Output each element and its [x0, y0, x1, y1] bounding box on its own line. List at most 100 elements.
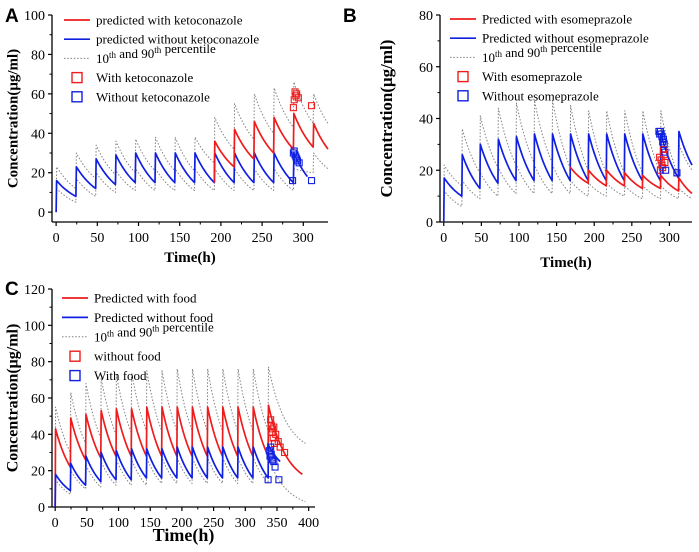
panel-a-legend-label-part: percentile [161, 41, 216, 56]
panel-c-x-tick-label: 350 [266, 516, 287, 531]
panel-a-x-tick-label: 250 [252, 231, 273, 246]
panel-a-legend-label: 10th and 90th percentile [96, 41, 216, 66]
panel-b-legend-label-part: th [540, 44, 548, 54]
panel-a-obs-with-ketoconazole-point [290, 96, 298, 104]
panel-c-obs-with-food-point [264, 476, 272, 484]
panel-b-y-axis-label: Concentration(μg/ml) [377, 40, 396, 198]
panel-c-legend-label-part: percentile [159, 319, 214, 334]
panel-b-obs-without-esomeprazole-point [659, 135, 667, 143]
panel-b-legend-label-part: th [495, 49, 503, 59]
panel-c-obs-without-food-point [272, 430, 280, 438]
panel-c-legend-label: 10th and 90th percentile [94, 319, 214, 344]
panel-c-legend-label: without food [94, 349, 161, 364]
panel-c-x-tick-label: 50 [80, 516, 94, 531]
panel-c-obs-without-food-point [270, 439, 278, 447]
panel-b-legend-label-part: percentile [547, 40, 602, 55]
panel-a-letter: A [5, 6, 19, 27]
panel-b-legend-label: Predicted with esomeprazole [482, 12, 632, 27]
panel-b-x-tick-label: 0 [440, 231, 447, 246]
panel-c-obs-with-food-point [275, 476, 283, 484]
panel-c: C 0 20 40 60 80 100 120 0 50 100 150 200 250 300 350 400… [5, 279, 319, 546]
panel-a-y-tick-label: 20 [31, 167, 45, 182]
panel-a-legend-label: Without ketoconazole [96, 89, 210, 104]
panel-a-x-tick-label: 0 [53, 231, 60, 246]
panel-a-obs-with-ketoconazole-point [289, 104, 297, 112]
panel-a-legend-label: predicted with ketoconazole [96, 13, 243, 28]
panel-c-obs-without-food-point [276, 443, 284, 451]
panel-b-legend-label: Predicted without esomeprazole [482, 31, 649, 46]
panel-a-x-tick-label: 50 [90, 231, 104, 246]
panel-b-y-tick-label: 60 [419, 61, 433, 76]
panel-b-legend-square-swatch [457, 70, 469, 83]
panel-c-y-tick-label: 20 [31, 465, 45, 480]
panel-c-y-tick-label: 0 [38, 501, 45, 516]
panel-a-legend-label-part: predicted without ketoconazole [96, 32, 259, 47]
panel-b-x-tick-label: 250 [621, 231, 642, 246]
panel-c-legend-label-part: th [152, 323, 160, 333]
panel-a-y-axis-label: Concentration(μg/ml) [5, 49, 21, 188]
panel-a-legend-label-part: predicted with ketoconazole [96, 13, 243, 28]
panel-a-legend-square-swatch [71, 71, 83, 84]
panel-a-series-10th-percentile [55, 152, 329, 213]
panel-c-letter: C [5, 279, 19, 300]
panel-b-x-tick-label: 100 [508, 231, 529, 246]
panel-b-x-axis-label: Time(h) [540, 255, 591, 271]
panel-c-y-tick-label: 60 [31, 392, 45, 407]
panel-b-obs-with-esomeprazole-point [661, 158, 669, 167]
panel-c-x-tick-label: 100 [108, 516, 129, 531]
panel-b-legend-label-part: 10 [482, 50, 495, 65]
panel-c-y-axis-label: Concentration(μg/ml) [5, 324, 22, 473]
panel-c-x-tick-label: 0 [52, 516, 59, 531]
panel-a-x-tick-label: 200 [210, 231, 231, 246]
panel-a-y-tick-label: 40 [31, 127, 45, 142]
panel-c-obs-without-food-point [270, 423, 278, 431]
panel-b-obs-without-esomeprazole-point [661, 148, 669, 156]
panel-a-obs-without-ketoconazole-point [295, 159, 303, 167]
panel-b-series-predicted-with-esomeprazole [569, 166, 693, 195]
panel-a-legend-label-part: th [154, 45, 162, 55]
panel-b-legend-square-swatch [457, 90, 469, 102]
panel-c-legend-label: Predicted without food [94, 310, 214, 325]
panel-b-series-90th-percentile [443, 99, 693, 223]
panel-c-x-tick-label: 300 [235, 516, 256, 531]
panel-c-x-tick-label: 150 [140, 516, 161, 531]
panel-a-y-tick-label: 80 [31, 48, 45, 63]
panel-a-legend-label: With ketoconazole [96, 70, 194, 85]
panel-c-legend-label: Predicted with food [94, 291, 197, 306]
panel-c-x-tick-label: 200 [171, 516, 192, 531]
panel-c-y-tick-label: 120 [24, 283, 45, 298]
panel-a-series-predicted-with-ketoconazole [213, 112, 329, 183]
panel-c-series-10th-percentile [54, 457, 306, 508]
panel-b-legend-label-part: Predicted with esomeprazole [482, 12, 632, 27]
panel-a-x-axis-label: Time(h) [164, 250, 215, 266]
panel-b-legend-label: Without esomeprazole [482, 88, 599, 103]
panel-a-legend-label-part: 10 [96, 51, 109, 66]
panel-a-obs-with-ketoconazole-point [307, 102, 316, 110]
panel-b-x-tick-label: 50 [474, 231, 488, 246]
panel-c-legend-square-swatch [69, 350, 81, 362]
panel-c-obs-without-food-point [274, 438, 282, 446]
panel-a-obs-with-ketoconazole-point [293, 90, 301, 98]
panel-c-legend-label-part: 10 [94, 329, 107, 344]
panel-a-legend-square-swatch [71, 91, 83, 103]
panel-c-obs-with-food-point [271, 463, 279, 471]
panel-a-legend-label-part: th [109, 50, 117, 60]
panel-b-y-tick-label: 80 [419, 9, 433, 24]
panel-c-obs-with-food-point [268, 456, 277, 464]
panel-b-y-tick-label: 0 [426, 216, 433, 231]
panel-c-x-tick-label: 250 [203, 516, 224, 531]
panel-c-legend-label-part: With food [94, 368, 147, 383]
panel-a-series-predicted-without-ketoconazole [55, 152, 309, 213]
panel-a-x-tick-label: 100 [128, 231, 149, 246]
panel-c-obs-without-food-point [281, 448, 289, 457]
panel-c-series-90th-percentile [54, 366, 306, 508]
panel-b-legend-label: With esomeprazole [482, 69, 582, 84]
panel-a: A 0 20 40 60 80 100 0 50 100 150 200 250 300 Time(h) Co… [5, 6, 329, 266]
panel-b-x-tick-label: 300 [659, 231, 680, 246]
panel-c-obs-with-food-point [267, 443, 275, 451]
panel-b-obs-without-esomeprazole-point [660, 140, 668, 148]
panel-c-obs-with-food-point [270, 458, 278, 466]
panel-b-y-tick-label: 40 [419, 113, 433, 128]
panel-a-obs-without-ketoconazole-point [307, 177, 316, 185]
panel-b-legend-label-part: With esomeprazole [482, 69, 582, 84]
